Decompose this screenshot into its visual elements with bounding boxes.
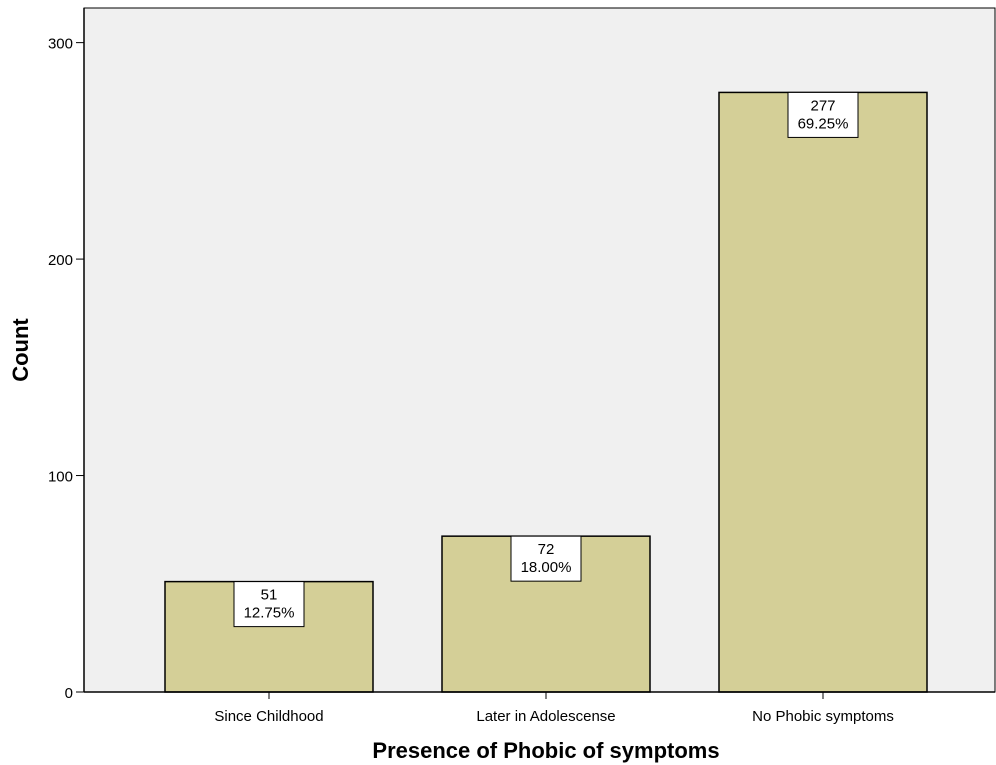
y-tick-label: 300: [48, 36, 73, 53]
y-axis-title: Count: [8, 318, 33, 382]
x-category-label: Since Childhood: [214, 708, 323, 725]
data-label-count: 277: [810, 97, 835, 114]
y-tick-label: 0: [65, 685, 73, 702]
bar: [718, 91, 928, 693]
y-ticks: 0 100 200 300: [48, 36, 84, 702]
x-category-label: Later in Adolescense: [476, 708, 615, 725]
y-tick-label: 100: [48, 469, 73, 486]
x-axis-title: Presence of Phobic of symptoms: [372, 738, 719, 763]
data-label-percent: 18.00%: [521, 559, 572, 576]
data-label-count: 51: [261, 587, 278, 604]
data-label-percent: 12.75%: [244, 605, 295, 622]
data-label-box: [233, 581, 305, 628]
data-label-percent: 69.25%: [798, 115, 849, 132]
data-label-box: [787, 91, 859, 138]
axes: [83, 8, 995, 693]
x-category-label: No Phobic symptoms: [752, 708, 894, 725]
x-category-labels: Since Childhood Later in Adolescense No Ph…: [214, 692, 894, 725]
y-tick-label: 200: [48, 252, 73, 269]
data-label-count: 72: [538, 541, 555, 558]
data-label-box: [510, 535, 582, 582]
